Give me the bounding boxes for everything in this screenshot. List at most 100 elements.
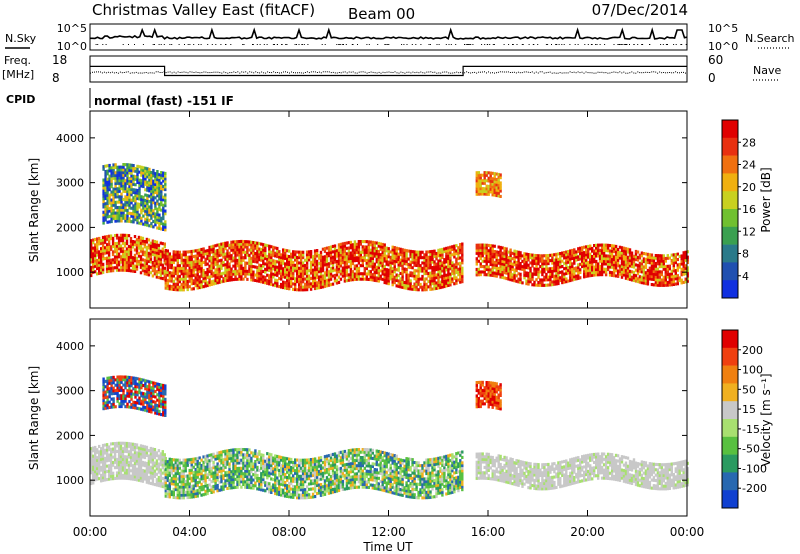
heatmap-cell <box>545 254 548 258</box>
heatmap-cell <box>254 246 257 250</box>
heatmap-cell <box>156 207 159 211</box>
nsearch-point <box>467 44 469 45</box>
nsearch-point <box>595 44 597 45</box>
nsearch-point <box>617 44 619 45</box>
heatmap-cell <box>622 262 626 266</box>
heatmap-cell <box>555 260 558 264</box>
heatmap-cell <box>523 276 526 280</box>
heatmap-cell <box>129 450 133 454</box>
heatmap-cell <box>535 259 538 263</box>
heatmap-cell <box>132 217 135 221</box>
heatmap-cell <box>650 261 654 265</box>
heatmap-cell <box>133 451 137 455</box>
nave-point <box>627 72 629 74</box>
heatmap-cell <box>523 265 526 269</box>
heatmap-cell <box>100 257 103 261</box>
heatmap-cell <box>515 250 518 254</box>
heatmap-cell <box>121 239 125 243</box>
heatmap-cell <box>581 248 584 252</box>
heatmap-cell <box>196 259 199 263</box>
nave-point <box>503 71 505 73</box>
heatmap-cell <box>107 250 111 254</box>
heatmap-cell <box>493 260 496 264</box>
heatmap-cell <box>157 481 161 485</box>
colorbar-segment <box>722 209 738 228</box>
heatmap-cell <box>561 270 564 274</box>
heatmap-cell <box>178 277 181 281</box>
heatmap-cell <box>479 246 482 250</box>
heatmap-cell <box>264 278 267 282</box>
heatmap-cell <box>395 273 398 277</box>
heatmap-cell <box>309 266 313 270</box>
nave-point <box>372 71 374 73</box>
heatmap-cell <box>577 268 580 272</box>
heatmap-cell <box>119 471 123 475</box>
heatmap-cell <box>149 468 153 472</box>
heatmap-cell <box>92 462 95 466</box>
heatmap-cell <box>495 180 498 184</box>
heatmap-cell <box>137 478 141 482</box>
heatmap-cell <box>409 271 412 275</box>
heatmap-cell <box>521 267 524 271</box>
heatmap-cell <box>455 270 458 274</box>
heatmap-cell <box>573 269 576 273</box>
heatmap-cell <box>192 249 195 253</box>
heatmap-cell <box>124 187 127 191</box>
heatmap-cell <box>405 267 408 271</box>
heatmap-cell <box>151 447 155 451</box>
heatmap-cell <box>290 276 293 280</box>
heatmap-cell <box>413 285 416 289</box>
heatmap-cell <box>111 266 115 270</box>
nsearch-point <box>558 44 560 45</box>
heatmap-cell <box>113 247 117 251</box>
heatmap-cell <box>600 248 604 252</box>
heatmap-cell <box>206 251 209 255</box>
heatmap-cell <box>309 250 313 254</box>
heatmap-cell <box>103 467 107 471</box>
heatmap-cell <box>555 266 558 270</box>
heatmap-cell <box>567 271 570 275</box>
heatmap-cell <box>117 457 121 461</box>
heatmap-cell <box>132 196 135 200</box>
heatmap-cell <box>292 252 295 256</box>
heatmap-cell <box>433 279 436 283</box>
heatmap-cell <box>391 261 394 265</box>
heatmap-cell <box>250 262 253 266</box>
heatmap-cell <box>153 242 157 246</box>
heatmap-cell <box>489 179 492 183</box>
heatmap-cell <box>583 267 586 271</box>
heatmap-cell <box>196 275 199 279</box>
heatmap-cell <box>94 451 97 455</box>
heatmap-cell <box>597 267 600 271</box>
heatmap-cell <box>357 248 361 252</box>
heatmap-cell <box>321 285 325 289</box>
heatmap-cell <box>668 278 671 282</box>
heatmap-cell <box>123 466 127 470</box>
nave-point <box>599 71 601 73</box>
heatmap-cell <box>315 251 319 255</box>
heatmap-cell <box>497 172 500 176</box>
heatmap-cell <box>196 286 199 290</box>
heatmap-cell <box>481 248 484 252</box>
heatmap-cell <box>218 272 221 276</box>
heatmap-cell <box>149 241 153 245</box>
heatmap-cell <box>325 262 329 266</box>
heatmap-cell <box>495 258 498 262</box>
heatmap-cell <box>107 234 111 238</box>
heatmap-cell <box>182 253 185 257</box>
heatmap-cell <box>638 277 642 281</box>
heatmap-cell <box>159 484 163 488</box>
heatmap-cell <box>481 243 484 247</box>
heatmap-cell <box>630 270 634 274</box>
heatmap-cell <box>116 211 119 215</box>
nsearch-point <box>154 44 155 45</box>
heatmap-cell <box>238 277 241 281</box>
heatmap-cell <box>98 250 101 254</box>
heatmap-cell <box>119 441 123 445</box>
heatmap-cell <box>276 246 279 250</box>
heatmap-cell <box>155 270 159 274</box>
heatmap-cell <box>571 262 574 266</box>
heatmap-cell <box>543 270 546 274</box>
heatmap-cell <box>124 200 127 204</box>
